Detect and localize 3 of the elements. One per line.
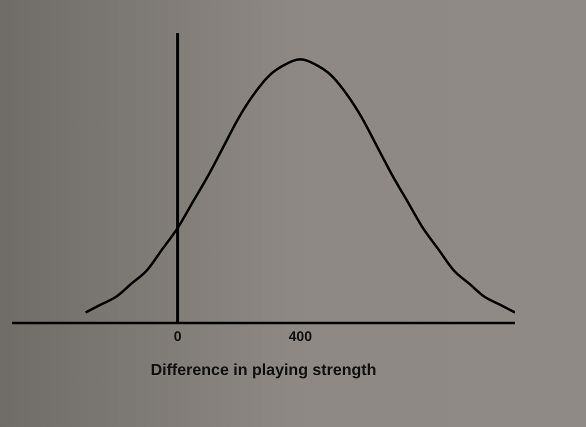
x-tick-label: 400 [288,328,312,344]
x-tick-label: 0 [174,328,182,344]
x-axis-title: Difference in playing strength [150,362,376,379]
